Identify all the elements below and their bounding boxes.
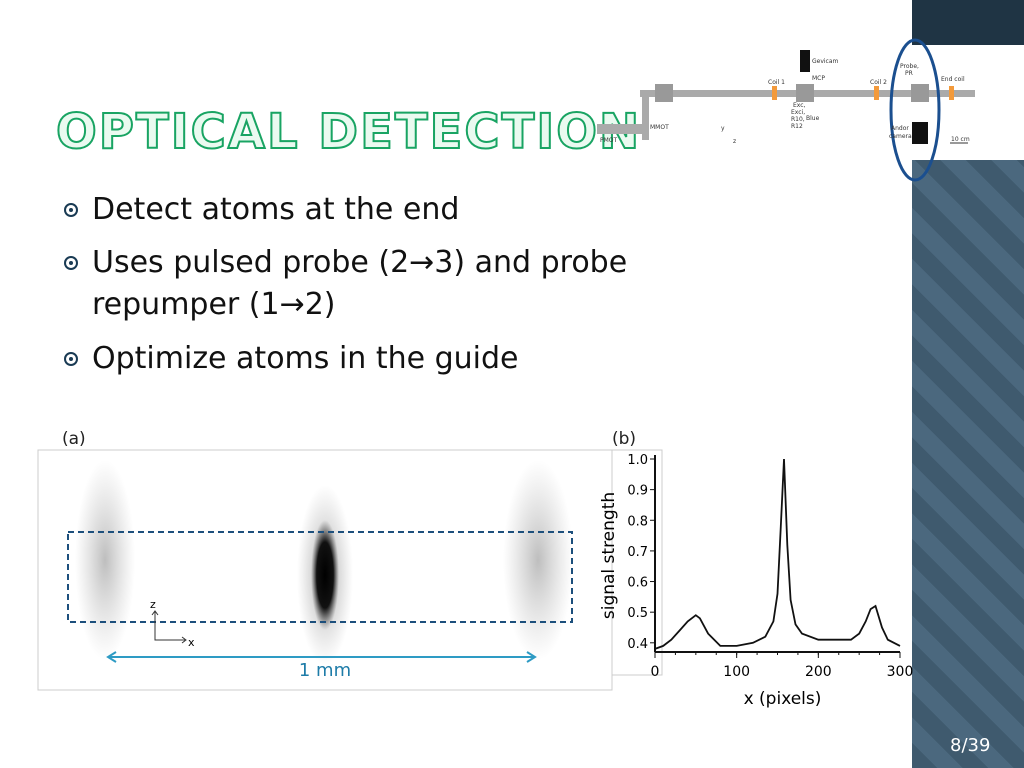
camera xyxy=(912,122,928,144)
y-tick-label: 0.7 xyxy=(627,545,648,560)
schematic-bg xyxy=(912,45,1024,160)
highlight-ellipse xyxy=(889,38,941,182)
coil xyxy=(874,86,879,100)
scale-arrow xyxy=(106,651,537,663)
y-tick-label: 0.9 xyxy=(627,484,648,499)
schematic-label: Gevicam xyxy=(812,58,839,65)
bullet-icon xyxy=(64,352,78,366)
chamber xyxy=(911,84,929,102)
x-tick-label: 100 xyxy=(723,664,750,680)
axis-label: x xyxy=(188,636,195,649)
x-tick-label: 300 xyxy=(887,664,914,680)
schematic-label: PMOT xyxy=(600,137,618,144)
schematic-label: Probe, xyxy=(900,63,919,70)
bullet-icon xyxy=(64,256,78,270)
bullet-icon xyxy=(64,203,78,217)
schematic-label: R10, xyxy=(791,116,805,123)
bullet: Uses pulsed probe (2→3) and probe repump… xyxy=(92,245,628,322)
schematic-label: z xyxy=(733,138,736,145)
axes-glyph xyxy=(151,610,187,644)
panel-label: (a) xyxy=(62,429,86,449)
panel-frame xyxy=(611,449,663,676)
y-tick-label: 0.8 xyxy=(627,514,648,529)
beamline xyxy=(642,90,649,140)
schematic-label: 10 cm xyxy=(951,136,970,143)
schematic-label: y xyxy=(721,125,725,132)
bullet: Optimize atoms in the guide xyxy=(92,341,519,376)
schematic-label: Exc, xyxy=(793,102,806,109)
schematic-label: Coil 1 xyxy=(768,79,785,86)
bullet: Detect atoms at the end xyxy=(92,192,460,227)
schematic-label: Exci, xyxy=(791,109,805,116)
y-tick-label: 0.5 xyxy=(627,606,648,621)
x-tick-label: 0 xyxy=(651,664,660,680)
schematic-label: PR xyxy=(905,70,913,77)
schematic-label: MCP xyxy=(812,75,825,82)
schematic-label: Coil 2 xyxy=(870,79,887,86)
data-line xyxy=(654,458,901,650)
schematic: Gevicam MCP Coil 1 Coil 2 Probe,PR End coil Ex… xyxy=(597,38,1024,182)
x-axis-title: x (pixels) xyxy=(744,689,822,709)
y-axis-title: signal strength xyxy=(599,492,619,619)
schematic-label: Andor xyxy=(891,125,909,132)
coil xyxy=(949,86,954,100)
schematic-label: camera xyxy=(889,133,912,140)
beamline xyxy=(597,124,649,134)
scale-label: 1 mm xyxy=(299,660,351,681)
schematic-label: End coil xyxy=(941,76,965,83)
chamber xyxy=(796,84,814,102)
page-number: 8/39 xyxy=(950,735,991,756)
chamber xyxy=(655,84,673,102)
schematic-label: Blue xyxy=(806,115,820,122)
atom-cloud-core xyxy=(311,520,339,630)
side-bar-top xyxy=(912,0,1024,45)
y-tick-label: 1.0 xyxy=(627,453,648,468)
schematic-label: R12 xyxy=(791,123,803,130)
coil xyxy=(772,86,777,100)
panel-label: (b) xyxy=(612,429,636,449)
slide-title: OPTICAL DETECTION xyxy=(55,103,642,161)
figure-a: (a) z x 1 mm xyxy=(37,429,613,691)
y-tick-label: 0.6 xyxy=(627,576,648,591)
x-tick-label: 200 xyxy=(805,664,832,680)
axis-label: z xyxy=(150,598,156,611)
roi-box xyxy=(67,531,573,623)
atom-cloud xyxy=(75,460,135,660)
camera xyxy=(800,50,810,72)
y-tick-label: 0.4 xyxy=(627,637,648,652)
figure-b: (b) 0.4 0.5 0.6 0.7 0.8 0.9 1.0 0 100 200 300 x (pix… xyxy=(599,429,913,709)
schematic-label: MMOT xyxy=(650,124,669,131)
atom-cloud xyxy=(503,460,573,660)
